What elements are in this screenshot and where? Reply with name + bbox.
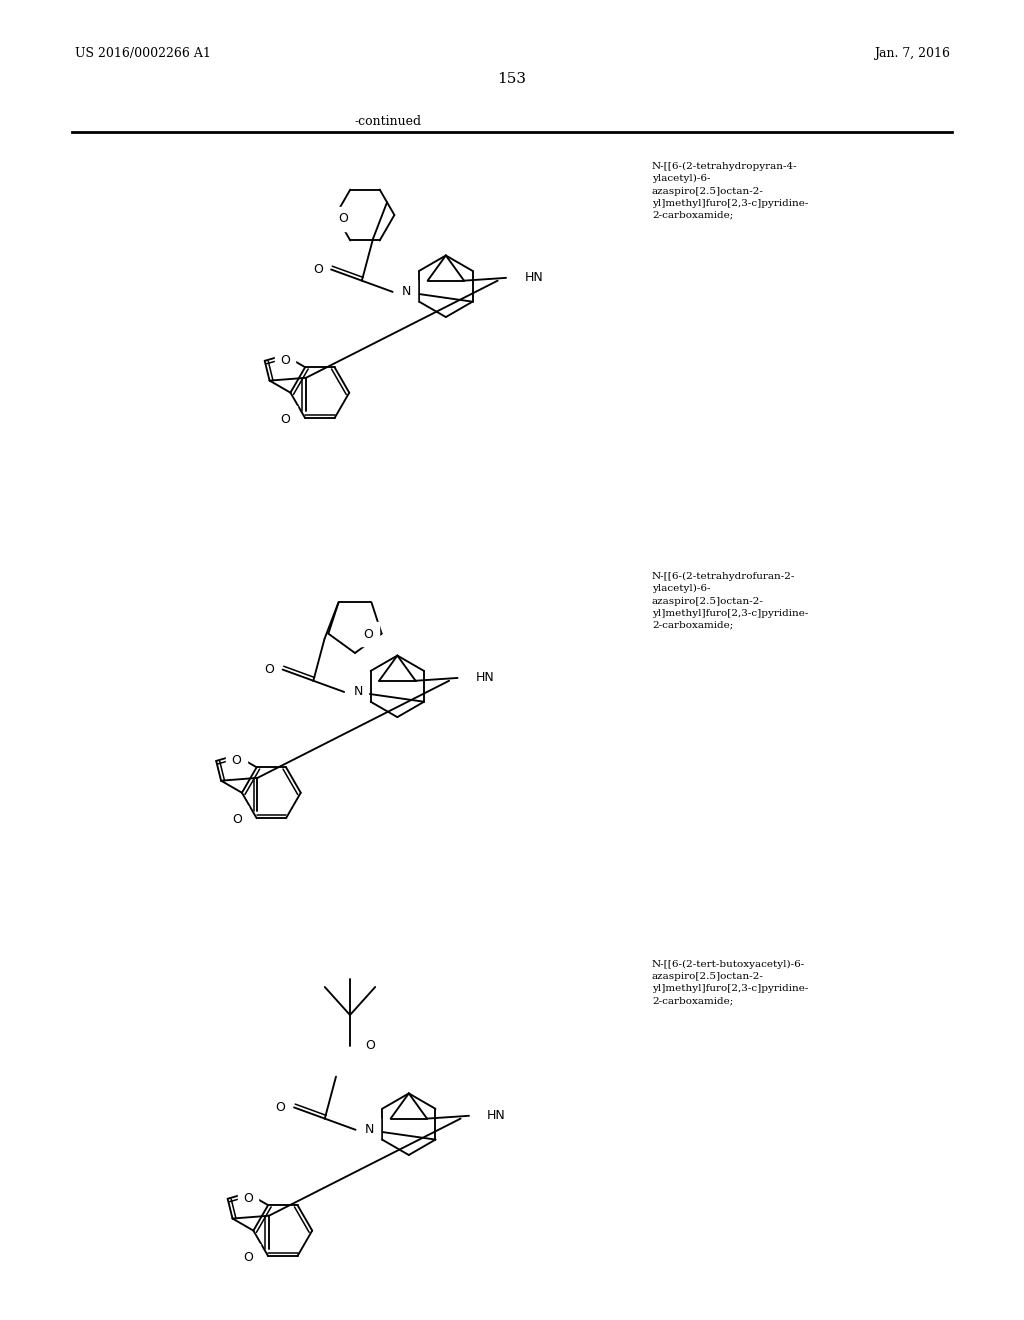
Text: O: O (281, 413, 291, 426)
Text: N: N (245, 1250, 254, 1262)
Text: O: O (338, 213, 348, 226)
Text: O: O (244, 1251, 254, 1265)
Text: HN: HN (524, 272, 543, 284)
Text: N: N (353, 685, 362, 698)
Text: N: N (365, 1123, 375, 1137)
Text: N-[[6-(2-tert-butoxyacetyl)-6-
azaspiro[2.5]octan-2-
yl]methyl]furo[2,3-c]pyridi: N-[[6-(2-tert-butoxyacetyl)-6- azaspiro[… (652, 960, 808, 1006)
Text: 153: 153 (498, 73, 526, 86)
Text: N-[[6-(2-tetrahydropyran-4-
ylacetyl)-6-
azaspiro[2.5]octan-2-
yl]methyl]furo[2,: N-[[6-(2-tetrahydropyran-4- ylacetyl)-6-… (652, 162, 808, 220)
Text: HN: HN (476, 672, 495, 685)
Text: O: O (366, 1039, 375, 1052)
Text: HN: HN (487, 1109, 506, 1122)
Text: O: O (243, 1192, 253, 1205)
Text: N: N (402, 285, 412, 298)
Text: O: O (232, 813, 242, 826)
Text: N: N (233, 812, 243, 825)
Text: -continued: -continued (354, 115, 422, 128)
Text: O: O (264, 663, 274, 676)
Text: O: O (312, 263, 323, 276)
Text: O: O (275, 1101, 286, 1114)
Text: O: O (231, 755, 242, 767)
Text: O: O (281, 354, 290, 367)
Text: US 2016/0002266 A1: US 2016/0002266 A1 (75, 48, 211, 59)
Text: O: O (364, 628, 374, 640)
Text: Jan. 7, 2016: Jan. 7, 2016 (874, 48, 950, 59)
Text: N-[[6-(2-tetrahydrofuran-2-
ylacetyl)-6-
azaspiro[2.5]octan-2-
yl]methyl]furo[2,: N-[[6-(2-tetrahydrofuran-2- ylacetyl)-6-… (652, 572, 808, 630)
Text: N: N (282, 412, 291, 425)
